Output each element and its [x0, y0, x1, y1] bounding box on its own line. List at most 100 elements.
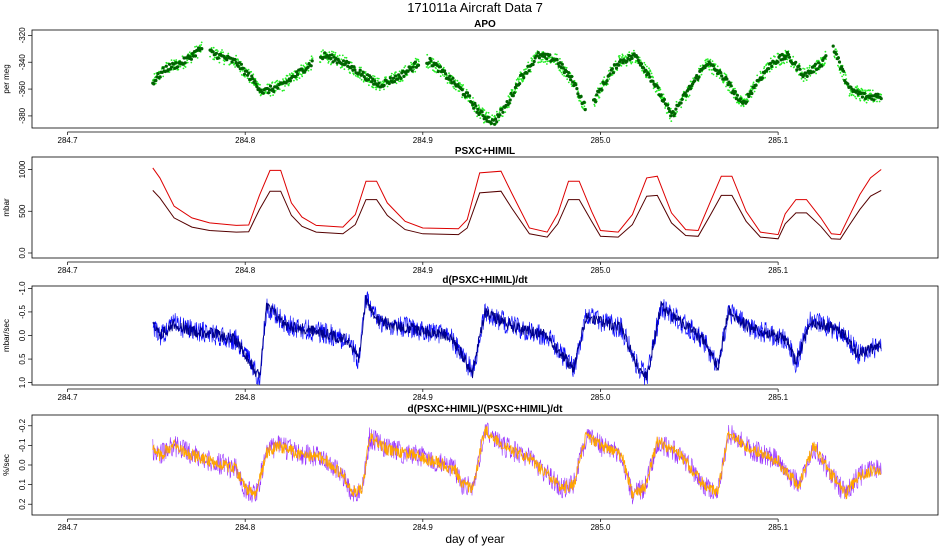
apo-avg-point: [639, 62, 644, 66]
y-tick-label: -340: [18, 54, 27, 71]
panel-4: d(PSXC+HIMIL)/(PSXC+HIMIL)/dt %/sec -0.2 -0…: [2, 404, 939, 532]
apo-avg-point: [879, 97, 883, 101]
apo-fine-point: [764, 76, 766, 79]
y-tick-label: 1000: [18, 160, 27, 178]
apo-fine-point: [709, 58, 712, 61]
apo-avg-point: [473, 101, 477, 105]
apo-avg-point: [465, 91, 470, 95]
apo-fine-point: [179, 65, 182, 68]
x-tick-label: 285.1: [768, 136, 789, 145]
apo-fine-point: [498, 119, 500, 122]
apo-avg-point: [288, 79, 292, 83]
apo-avg-point: [341, 59, 346, 63]
apo-avg-point: [396, 77, 400, 81]
apo-fine-point: [328, 51, 331, 54]
apo-fine-point: [347, 68, 350, 71]
apo-fine-point: [426, 53, 429, 56]
apo-fine-point: [838, 66, 840, 68]
apo-fine-point: [310, 55, 313, 58]
apo-avg-point: [438, 65, 442, 69]
apo-fine-point: [413, 68, 416, 71]
apo-fine-point: [705, 58, 708, 61]
apo-fine-point: [327, 60, 330, 63]
apo-fine-point: [300, 73, 303, 76]
apo-fine-point: [780, 62, 783, 65]
apo-avg-point: [532, 59, 536, 64]
apo-fine-point: [760, 72, 762, 75]
apo-avg-point: [770, 64, 774, 68]
apo-fine-point: [664, 107, 666, 109]
apo-avg-point: [783, 57, 787, 61]
apo-avg-point: [370, 80, 374, 84]
apo-avg-point: [174, 61, 178, 65]
apo-fine-point: [485, 111, 488, 114]
apo-fine-point: [708, 68, 711, 71]
apo-fine-point: [168, 71, 171, 73]
apo-fine-point: [675, 100, 678, 103]
apo-fine-point: [805, 79, 808, 81]
apo-avg-point: [486, 115, 490, 119]
apo-avg-point: [323, 51, 327, 55]
panel-title: APO: [474, 19, 496, 30]
x-tick-label: 285.0: [590, 136, 611, 145]
apo-fine-point: [373, 75, 376, 78]
apo-avg-point: [330, 53, 334, 57]
apo-avg-point: [268, 84, 273, 88]
data-group: [151, 41, 883, 126]
apo-fine-point: [855, 97, 858, 100]
apo-fine-point: [790, 65, 792, 68]
apo-fine-point: [341, 65, 344, 68]
apo-avg-point: [569, 78, 573, 82]
apo-avg-point: [738, 97, 743, 101]
apo-avg-point: [560, 62, 564, 66]
apo-avg-point: [642, 66, 646, 70]
apo-fine-point: [242, 69, 244, 72]
data-group: [152, 290, 882, 385]
apo-avg-point: [161, 66, 165, 70]
apo-fine-point: [725, 85, 727, 88]
plot-frame: [31, 29, 939, 129]
apo-fine-point: [427, 67, 430, 69]
apo-fine-point: [352, 73, 355, 76]
apo-fine-point: [547, 60, 550, 62]
apo-avg-point: [369, 75, 373, 79]
apo-fine-point: [621, 56, 623, 58]
apo-fine-point: [662, 93, 665, 96]
apo-avg-point: [276, 86, 280, 90]
apo-avg-point: [671, 110, 675, 114]
apo-avg-point: [656, 86, 660, 90]
apo-fine-point: [310, 68, 312, 71]
apo-fine-point: [878, 100, 881, 103]
y-tick-label: -0.1: [18, 438, 27, 452]
apo-avg-point: [693, 79, 697, 83]
apo-avg-point: [410, 69, 414, 73]
apo-fine-point: [366, 76, 369, 79]
apo-avg-point: [472, 106, 476, 110]
apo-fine-point: [566, 78, 569, 81]
apo-fine-point: [472, 97, 474, 99]
apo-avg-point: [816, 67, 820, 71]
apo-fine-point: [593, 105, 596, 107]
apo-avg-point: [444, 72, 448, 76]
apo-fine-point: [368, 84, 370, 87]
y-tick-label: 0.5: [18, 353, 27, 365]
apo-fine-point: [656, 82, 659, 84]
apo-avg-point: [170, 65, 174, 69]
apo-fine-point: [514, 88, 517, 91]
apo-fine-point: [484, 121, 486, 123]
apo-fine-point: [252, 73, 255, 76]
apo-fine-point: [577, 90, 579, 93]
apo-fine-point: [401, 79, 404, 82]
apo-fine-point: [341, 54, 344, 57]
apo-avg-point: [295, 70, 299, 74]
apo-fine-point: [618, 55, 621, 57]
y-axis-label: mbar/sec: [2, 319, 11, 352]
apo-fine-point: [385, 76, 387, 78]
apo-fine-point: [668, 117, 671, 120]
apo-fine-point: [501, 115, 504, 118]
apo-fine-point: [864, 89, 866, 92]
apo-fine-point: [247, 68, 250, 71]
apo-fine-point: [634, 61, 637, 64]
apo-fine-point: [476, 115, 478, 118]
apo-fine-point: [210, 47, 213, 49]
